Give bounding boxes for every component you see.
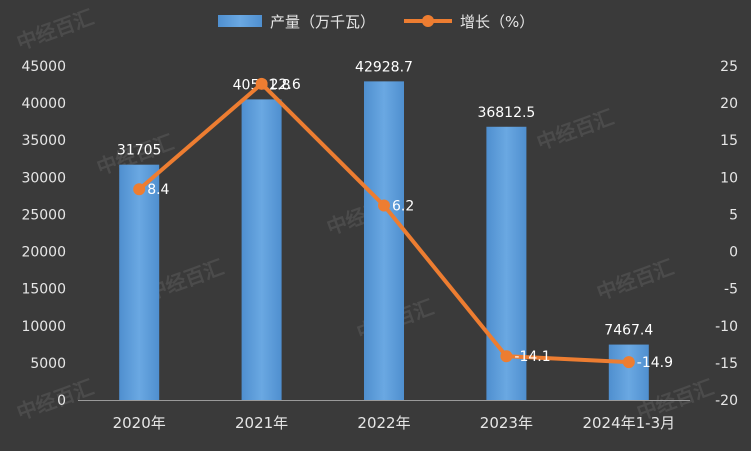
- y-right-axis: -20 -15 -10 -5 0 5 10 15 20 25: [715, 59, 738, 409]
- y-right-tick-label: 5: [729, 207, 738, 223]
- y-right-tick-label: -5: [724, 282, 738, 298]
- watermark-text: 中经百汇: [594, 255, 677, 305]
- y-right-tick-label: 0: [729, 245, 738, 261]
- legend-bar-swatch: [218, 15, 262, 27]
- x-axis: 2020年 2021年 2022年 2023年 2024年1-3月: [113, 414, 676, 432]
- x-tick-label: 2023年: [480, 414, 533, 432]
- y-right-tick-label: 10: [720, 170, 738, 186]
- watermark-text: 中经百汇: [14, 375, 97, 425]
- line-point: [622, 356, 635, 369]
- legend-line-marker: [422, 15, 434, 27]
- bar: [119, 164, 160, 400]
- y-right-tick-label: -10: [715, 319, 738, 335]
- line-value-label: 22.6: [270, 77, 301, 93]
- bars: [119, 81, 649, 401]
- line-value-label: -14.1: [514, 349, 550, 365]
- y-left-tick-label: 20000: [21, 245, 66, 261]
- y-right-tick-label: -20: [715, 393, 738, 409]
- bar: [241, 99, 282, 400]
- y-left-tick-label: 0: [57, 393, 66, 409]
- y-left-tick-label: 5000: [30, 356, 66, 372]
- line-value-label: 8.4: [147, 182, 169, 198]
- line-series: [133, 77, 635, 369]
- y-left-tick-label: 45000: [21, 59, 66, 75]
- line-point: [378, 199, 390, 212]
- x-tick-label: 2022年: [357, 414, 410, 432]
- x-tick-label: 2020年: [113, 414, 166, 432]
- y-left-tick-label: 15000: [21, 282, 66, 298]
- watermark-text: 中经百汇: [534, 105, 617, 155]
- line-value-label: 6.2: [392, 199, 414, 215]
- x-tick-label: 2024年1-3月: [582, 414, 675, 432]
- line-point: [500, 350, 513, 363]
- bar-value-label: 42928.7: [355, 59, 413, 75]
- line-labels: 8.4 22.6 6.2 -14.1 -14.9: [147, 77, 673, 371]
- y-left-tick-label: 35000: [21, 133, 66, 149]
- y-right-tick-label: 20: [720, 96, 738, 112]
- legend: 产量（万千瓦） 增长（%）: [218, 13, 534, 31]
- y-left-axis: 0 5000 10000 15000 20000 25000 30000 35000 40000…: [21, 59, 66, 409]
- watermark-text: 中经百汇: [14, 5, 97, 55]
- legend-label-line: 增长（%）: [460, 13, 534, 31]
- bar-value-label: 7467.4: [604, 323, 653, 339]
- line-point: [133, 183, 146, 196]
- y-right-tick-label: -15: [715, 356, 738, 372]
- legend-label-bar: 产量（万千瓦）: [270, 13, 375, 31]
- line-point: [255, 77, 268, 90]
- y-left-tick-label: 10000: [21, 319, 66, 335]
- line-value-label: -14.9: [637, 355, 673, 371]
- y-left-tick-label: 25000: [21, 207, 66, 223]
- y-left-tick-label: 40000: [21, 96, 66, 112]
- bar-value-label: 31705: [117, 143, 162, 159]
- bar: [364, 81, 404, 400]
- bar: [608, 344, 649, 400]
- bar-value-label: 36812.5: [477, 105, 535, 121]
- y-left-tick-label: 30000: [21, 170, 66, 186]
- y-right-tick-label: 25: [720, 59, 738, 75]
- x-tick-label: 2021年: [235, 414, 288, 432]
- y-right-tick-label: 15: [720, 133, 738, 149]
